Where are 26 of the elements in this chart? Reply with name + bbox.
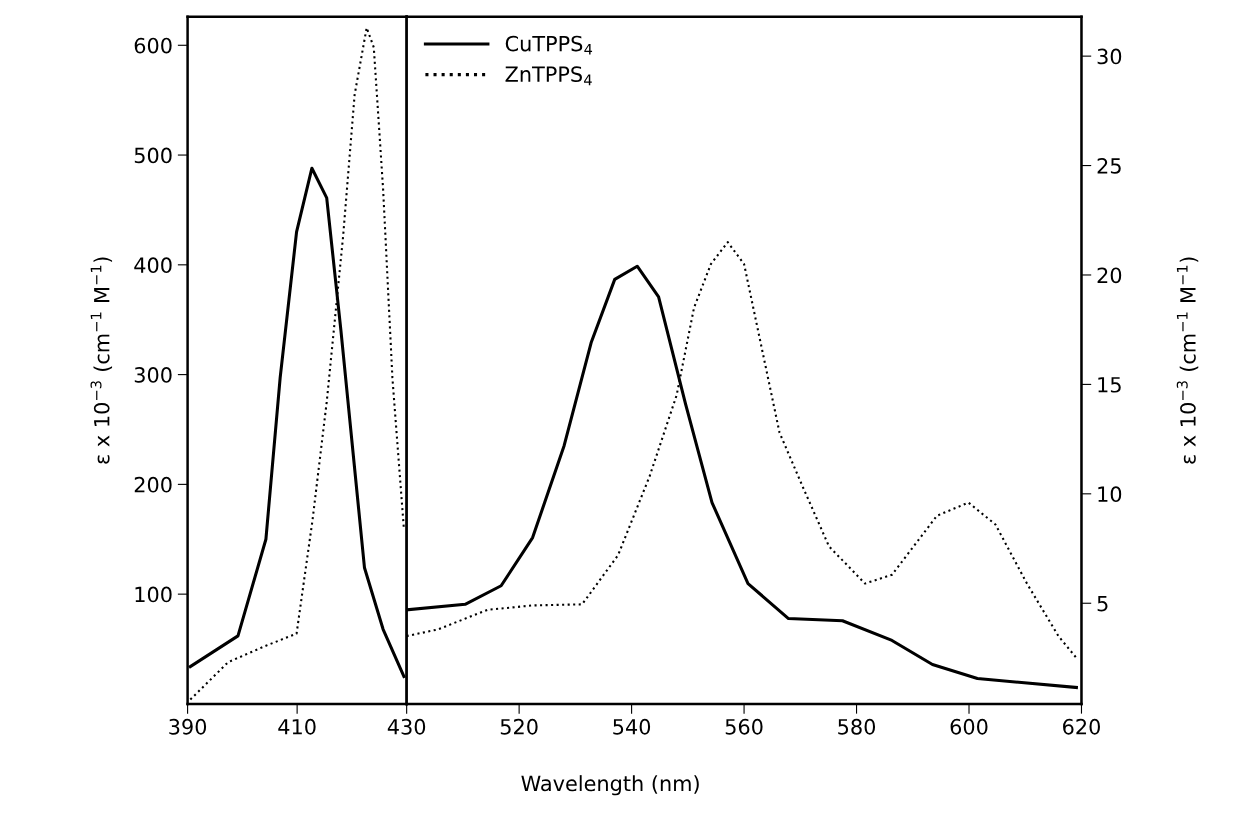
x-tick-label: 390 [169, 718, 207, 735]
y-tick-label: 600 [134, 37, 172, 54]
x-tick-label: 410 [278, 718, 316, 735]
x-tick-label: 620 [1063, 718, 1100, 735]
y-tick-label: 400 [134, 257, 172, 274]
x-tick-label: 430 [387, 718, 426, 735]
y2-tick-label: 30 [1097, 48, 1122, 65]
y-axis-title: ε x 10$^{−3}$ (cm$^{−1}$ M$^{−1}$) [90, 257, 113, 464]
x-tick-label: 560 [725, 718, 763, 735]
legend-label: ZnTPPS$_{4}$ [505, 66, 592, 86]
x-axis-title: Wavelength (nm) [521, 775, 699, 796]
x-tick-label: 540 [613, 718, 651, 735]
y2-tick-label: 25 [1097, 158, 1121, 174]
y2-axis-title: ε x 10$^{−3}$ (cm$^{−1}$ M$^{−1}$) [1176, 257, 1199, 464]
x-tick-label: 600 [950, 718, 988, 735]
x-tick-label: 520 [500, 718, 538, 735]
x-tick-label: 580 [838, 718, 876, 735]
y-tick-label: 500 [134, 147, 172, 164]
y2-tick-label: 15 [1098, 377, 1121, 393]
y2-tick-label: 5 [1097, 595, 1108, 612]
y-tick-label: 300 [134, 367, 172, 383]
y-tick-label: 200 [134, 476, 172, 493]
y2-tick-label: 10 [1098, 486, 1122, 503]
y2-tick-label: 20 [1097, 267, 1122, 284]
y-tick-label: 100 [135, 586, 172, 603]
legend-label: CuTPPS$_{4}$ [505, 35, 593, 55]
